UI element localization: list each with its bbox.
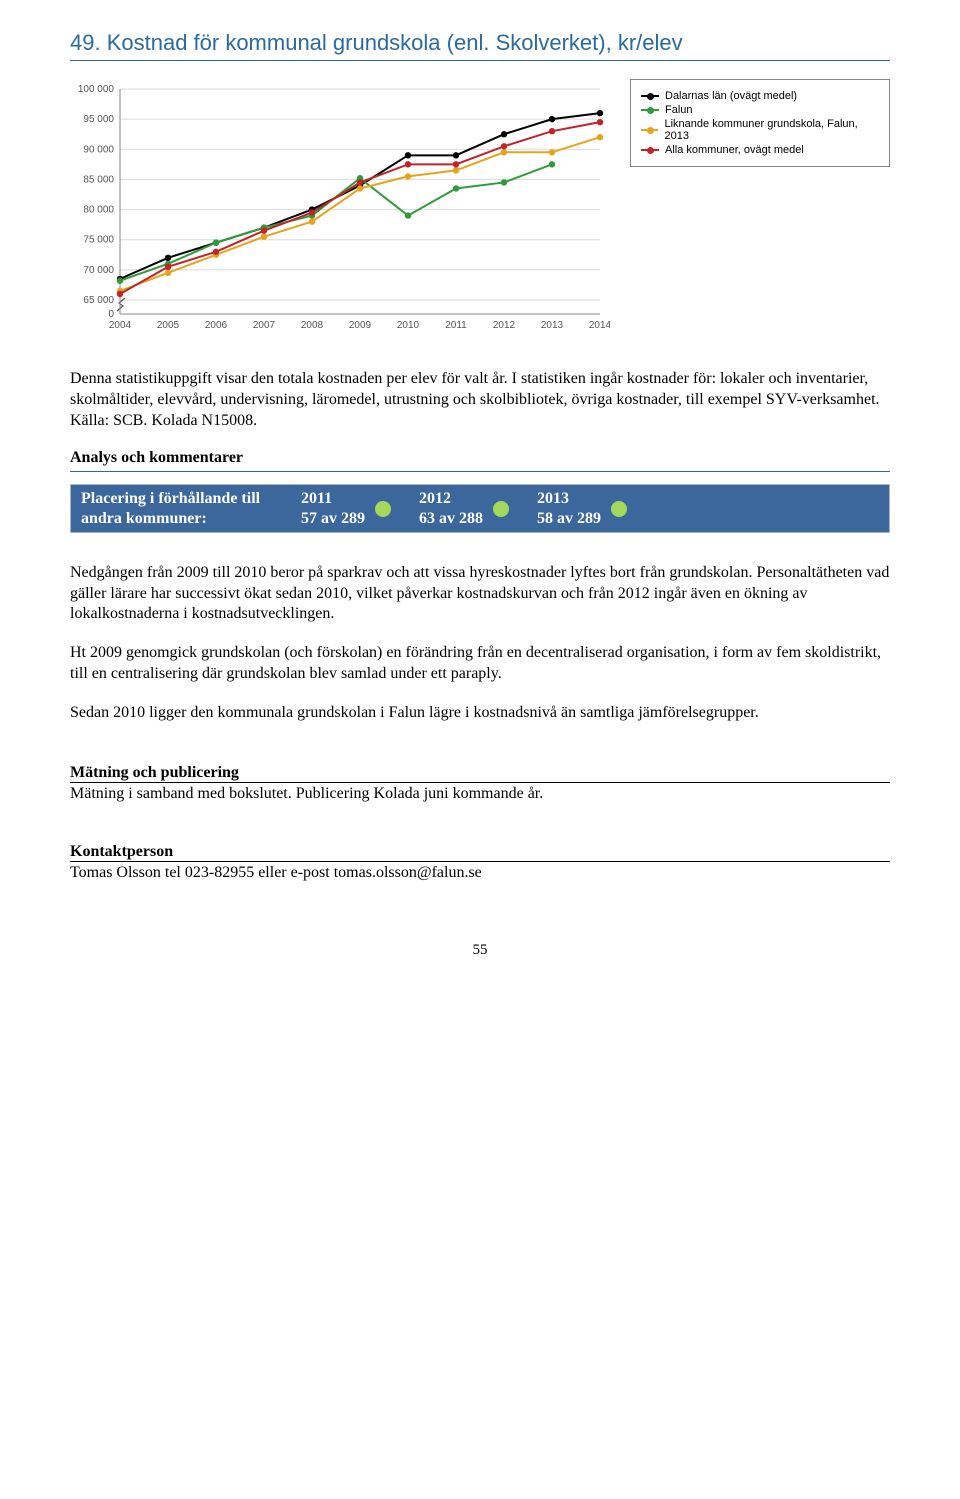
line-chart: 0 65 000 70 000 75 000 80 000 85 000 90 000 95 … (70, 79, 610, 339)
legend-item: Alla kommuner, ovägt medel (641, 144, 879, 156)
status-dot (493, 501, 509, 517)
chart-and-legend: 0 65 000 70 000 75 000 80 000 85 000 90 000 95 … (70, 79, 890, 339)
placering-label: Placering i förhållande till andra kommu… (81, 489, 301, 527)
placering-year: 2012 (419, 489, 483, 508)
svg-text:75 000: 75 000 (83, 235, 114, 246)
placering-column: 201157 av 289 (301, 489, 391, 527)
page-number: 55 (70, 942, 890, 959)
svg-text:85 000: 85 000 (83, 174, 114, 185)
legend-label: Dalarnas län (ovägt medel) (665, 90, 797, 102)
legend-label: Alla kommuner, ovägt medel (665, 144, 804, 156)
legend-item: Liknande kommuner grundskola, Falun, 201… (641, 118, 879, 142)
legend-swatch (641, 109, 659, 111)
svg-text:0: 0 (108, 309, 114, 320)
svg-text:2014: 2014 (589, 320, 610, 331)
body-paragraph: Sedan 2010 ligger den kommunala grundsko… (70, 703, 890, 724)
intro-paragraph: Denna statistikuppgift visar den totala … (70, 369, 890, 431)
analys-rule (70, 471, 890, 472)
svg-text:100 000: 100 000 (78, 84, 115, 95)
legend-item: Dalarnas län (ovägt medel) (641, 90, 879, 102)
placering-rank: 57 av 289 (301, 509, 365, 528)
svg-text:2009: 2009 (349, 320, 372, 331)
placering-column: 201263 av 288 (419, 489, 509, 527)
legend-swatch (641, 129, 658, 131)
page-title: 49. Kostnad för kommunal grundskola (enl… (70, 30, 890, 61)
placering-yearblock: 201358 av 289 (537, 489, 601, 527)
kontakt-title: Kontaktperson (70, 843, 890, 861)
legend-label: Falun (665, 104, 693, 116)
svg-text:95 000: 95 000 (83, 114, 114, 125)
matning-title: Mätning och publicering (70, 764, 890, 782)
svg-text:2004: 2004 (109, 320, 132, 331)
legend-label: Liknande kommuner grundskola, Falun, 201… (664, 118, 879, 142)
svg-text:80 000: 80 000 (83, 205, 114, 216)
svg-text:2011: 2011 (445, 320, 467, 331)
placering-label-line2: andra kommuner: (81, 509, 301, 528)
chart-svg: 0 65 000 70 000 75 000 80 000 85 000 90 000 95 … (70, 79, 610, 339)
placering-yearblock: 201263 av 288 (419, 489, 483, 527)
svg-text:2005: 2005 (157, 320, 180, 331)
placering-year: 2011 (301, 489, 365, 508)
svg-text:2010: 2010 (397, 320, 420, 331)
matning-text: Mätning i samband med bokslutet. Publice… (70, 782, 890, 803)
placering-rank: 63 av 288 (419, 509, 483, 528)
legend-item: Falun (641, 104, 879, 116)
svg-text:2012: 2012 (493, 320, 516, 331)
body-paragraph: Nedgången från 2009 till 2010 beror på s… (70, 563, 890, 625)
placering-rank: 58 av 289 (537, 509, 601, 528)
svg-text:2008: 2008 (301, 320, 324, 331)
placering-year: 2013 (537, 489, 601, 508)
legend-swatch (641, 95, 659, 97)
svg-text:2007: 2007 (253, 320, 276, 331)
placering-label-line1: Placering i förhållande till (81, 489, 301, 508)
analys-heading: Analys och kommentarer (70, 449, 890, 467)
status-dot (611, 501, 627, 517)
kontakt-text: Tomas Olsson tel 023-82955 eller e-post … (70, 861, 890, 882)
placering-yearblock: 201157 av 289 (301, 489, 365, 527)
svg-text:2006: 2006 (205, 320, 228, 331)
placering-column: 201358 av 289 (537, 489, 627, 527)
legend-swatch (641, 149, 659, 151)
body-paragraph: Ht 2009 genomgick grundskolan (och försk… (70, 643, 890, 685)
svg-text:65 000: 65 000 (83, 295, 114, 306)
svg-text:70 000: 70 000 (83, 265, 114, 276)
body-paragraphs: Nedgången från 2009 till 2010 beror på s… (70, 563, 890, 724)
chart-legend: Dalarnas län (ovägt medel) Falun Liknande … (630, 79, 890, 167)
status-dot (375, 501, 391, 517)
placering-bar: Placering i förhållande till andra kommu… (70, 484, 890, 532)
svg-text:2013: 2013 (541, 320, 564, 331)
svg-text:90 000: 90 000 (83, 144, 114, 155)
